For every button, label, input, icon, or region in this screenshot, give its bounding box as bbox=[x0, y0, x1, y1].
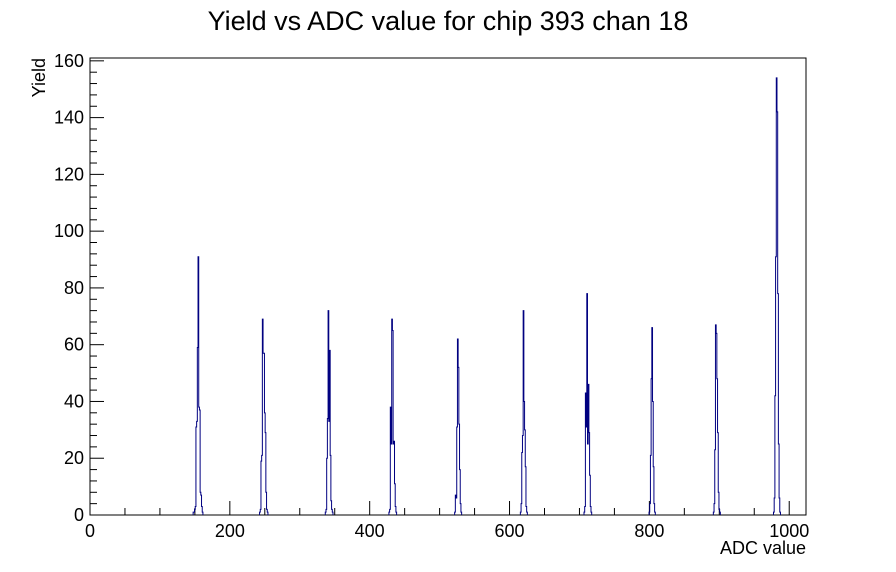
y-tick-label: 40 bbox=[64, 391, 84, 411]
plot-frame bbox=[89, 57, 807, 516]
histogram-bin bbox=[456, 498, 457, 515]
y-tick-label: 0 bbox=[74, 505, 84, 525]
x-tick-label: 1000 bbox=[769, 521, 809, 541]
y-tick-label: 120 bbox=[54, 164, 84, 184]
x-tick-label: 800 bbox=[634, 521, 664, 541]
x-axis-label: ADC value bbox=[720, 538, 806, 558]
histogram-bin bbox=[329, 421, 330, 515]
y-tick-label: 20 bbox=[64, 448, 84, 468]
histogram-bin bbox=[197, 421, 198, 515]
histogram-bin bbox=[200, 492, 201, 515]
histogram-bin bbox=[391, 444, 392, 515]
x-tick-label: 200 bbox=[215, 521, 245, 541]
y-axis: 0 20 40 60 80 100 120 140 160 bbox=[54, 51, 104, 525]
histogram-bin bbox=[262, 455, 263, 515]
histogram-bin bbox=[587, 444, 588, 515]
x-tick-label: 400 bbox=[355, 521, 385, 541]
y-tick-label: 160 bbox=[54, 51, 84, 71]
y-tick-label: 80 bbox=[64, 278, 84, 298]
x-tick-label: 600 bbox=[495, 521, 525, 541]
chart-title: Yield vs ADC value for chip 393 chan 18 bbox=[208, 6, 689, 36]
y-tick-label: 140 bbox=[54, 108, 84, 128]
y-tick-label: 60 bbox=[64, 335, 84, 355]
histogram-bin bbox=[199, 407, 200, 515]
histogram-bins bbox=[193, 78, 780, 515]
histogram-bin bbox=[586, 427, 587, 515]
x-tick-label: 0 bbox=[85, 521, 95, 541]
histogram-bin bbox=[263, 353, 264, 515]
histogram-bin bbox=[393, 444, 394, 515]
y-axis-label: Yield bbox=[29, 58, 49, 97]
y-tick-label: 100 bbox=[54, 221, 84, 241]
histogram-outline bbox=[192, 77, 781, 515]
x-axis: 0 200 400 600 800 1000 bbox=[85, 501, 809, 541]
